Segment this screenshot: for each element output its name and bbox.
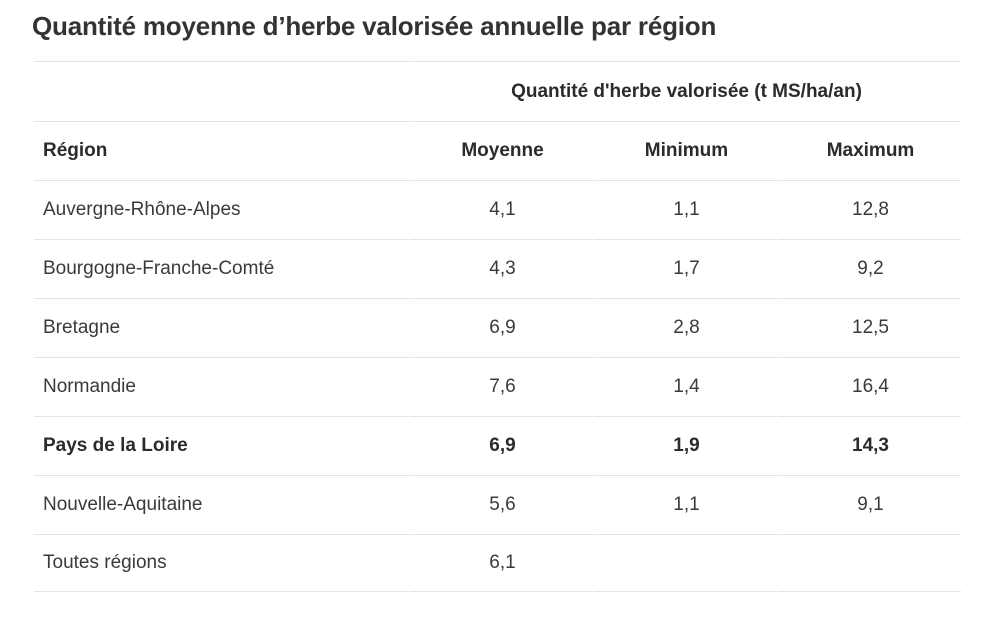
cell-region: Pays de la Loire xyxy=(34,417,409,476)
table-body: Auvergne-Rhône-Alpes 4,1 1,1 12,8 Bourgogne-… xyxy=(34,181,962,592)
cell-moyenne: 6,1 xyxy=(409,535,593,592)
table-row: Pays de la Loire 6,9 1,9 14,3 xyxy=(34,417,962,476)
cell-region: Bourgogne-Franche-Comté xyxy=(34,240,409,299)
page-title: Quantité moyenne d’herbe valorisée annue… xyxy=(32,11,717,41)
table-row: Bretagne 6,9 2,8 12,5 xyxy=(34,299,962,358)
cell-maximum: 9,2 xyxy=(777,240,962,299)
cell-moyenne: 7,6 xyxy=(409,358,593,417)
cell-maximum xyxy=(777,535,962,592)
column-header-region: Région xyxy=(34,122,409,181)
cell-moyenne: 6,9 xyxy=(409,299,593,358)
cell-moyenne: 6,9 xyxy=(409,417,593,476)
cell-maximum: 16,4 xyxy=(777,358,962,417)
cell-minimum: 1,4 xyxy=(593,358,777,417)
column-header-minimum: Minimum xyxy=(593,122,777,181)
table-row: Normandie 7,6 1,4 16,4 xyxy=(34,358,962,417)
cell-minimum xyxy=(593,535,777,592)
table-group-header-row: Quantité d'herbe valorisée (t MS/ha/an) xyxy=(34,61,962,122)
table-header: Quantité d'herbe valorisée (t MS/ha/an) … xyxy=(34,61,962,181)
cell-moyenne: 5,6 xyxy=(409,476,593,535)
cell-minimum: 1,9 xyxy=(593,417,777,476)
cell-moyenne: 4,3 xyxy=(409,240,593,299)
cell-region: Nouvelle-Aquitaine xyxy=(34,476,409,535)
cell-minimum: 1,7 xyxy=(593,240,777,299)
cell-moyenne: 4,1 xyxy=(409,181,593,240)
cell-maximum: 12,5 xyxy=(777,299,962,358)
table-row: Bourgogne-Franche-Comté 4,3 1,7 9,2 xyxy=(34,240,962,299)
cell-maximum: 9,1 xyxy=(777,476,962,535)
cell-region: Normandie xyxy=(34,358,409,417)
cell-region: Auvergne-Rhône-Alpes xyxy=(34,181,409,240)
cell-maximum: 12,8 xyxy=(777,181,962,240)
table-row: Nouvelle-Aquitaine 5,6 1,1 9,1 xyxy=(34,476,962,535)
table-column-header-row: Région Moyenne Minimum Maximum xyxy=(34,122,962,181)
cell-maximum: 14,3 xyxy=(777,417,962,476)
cell-region: Bretagne xyxy=(34,299,409,358)
cell-region: Toutes régions xyxy=(34,535,409,592)
cell-minimum: 1,1 xyxy=(593,181,777,240)
table-row: Toutes régions 6,1 xyxy=(34,535,962,592)
column-header-maximum: Maximum xyxy=(777,122,962,181)
cell-minimum: 2,8 xyxy=(593,299,777,358)
data-table: Quantité d'herbe valorisée (t MS/ha/an) … xyxy=(34,61,962,592)
group-header-cell: Quantité d'herbe valorisée (t MS/ha/an) xyxy=(409,61,962,122)
table-row: Auvergne-Rhône-Alpes 4,1 1,1 12,8 xyxy=(34,181,962,240)
group-header-empty-cell xyxy=(34,61,409,122)
cell-minimum: 1,1 xyxy=(593,476,777,535)
column-header-moyenne: Moyenne xyxy=(409,122,593,181)
